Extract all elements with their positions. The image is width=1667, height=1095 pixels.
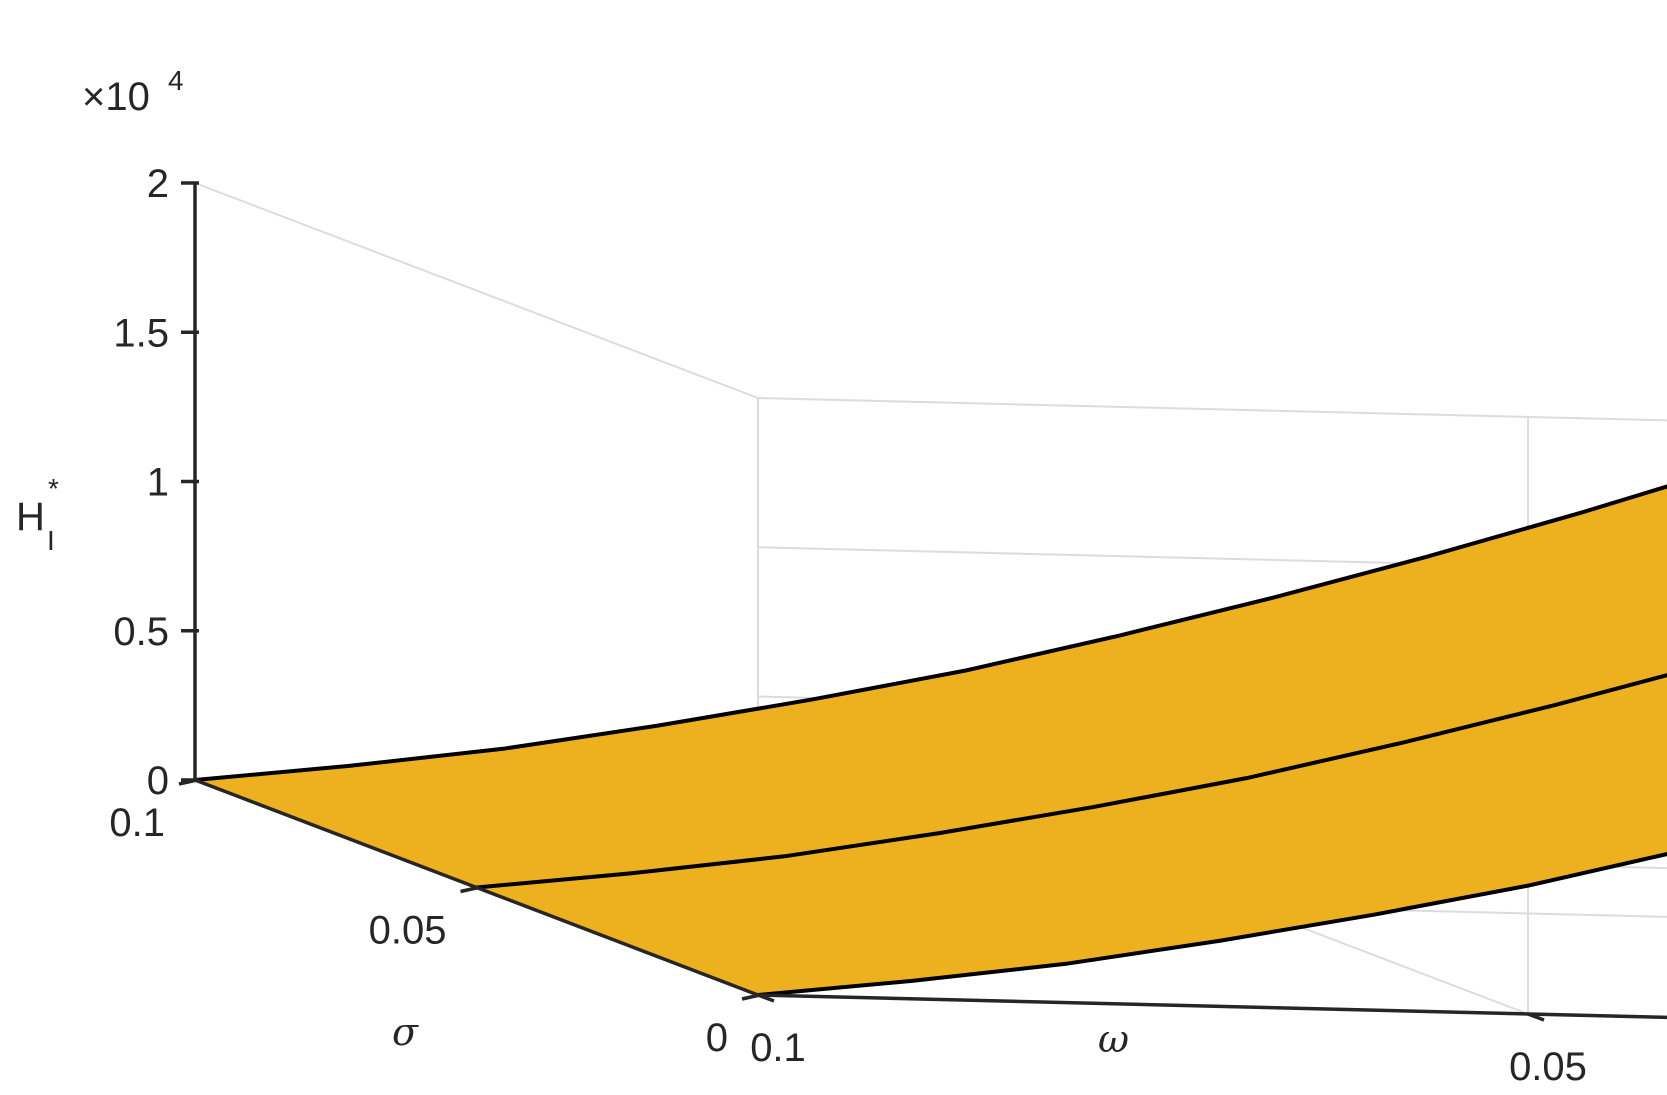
surface-mesh-line-sigma-0.05 bbox=[476, 673, 1667, 890]
surface-mesh-line-sigma-0 bbox=[757, 851, 1667, 997]
sigma-axis-label: σ bbox=[392, 1010, 419, 1054]
surface-mesh-line-sigma-0.1 bbox=[194, 484, 1667, 782]
z-tick-label: 2 bbox=[147, 162, 169, 206]
omega-tick bbox=[757, 993, 775, 1003]
grid-line-back-left-z bbox=[757, 397, 1667, 422]
sigma-tick bbox=[178, 778, 198, 786]
grid-line-top-edge bbox=[194, 182, 759, 399]
omega-tick-label: 0.05 bbox=[1509, 1045, 1587, 1089]
sigma-tick-label: 0.1 bbox=[109, 801, 165, 845]
surface-patch bbox=[195, 486, 1667, 995]
z-exponent-power: 4 bbox=[168, 65, 184, 96]
axes bbox=[178, 181, 1667, 1022]
surface-plot bbox=[194, 484, 1667, 997]
z-tick-label: 0.5 bbox=[113, 610, 169, 654]
z-axis-label-superscript: * bbox=[48, 473, 59, 504]
z-exponent-label: ×10 bbox=[82, 75, 150, 119]
z-tick-label: 1 bbox=[147, 461, 169, 505]
sigma-tick bbox=[741, 993, 761, 1001]
z-tick-label: 1.5 bbox=[113, 311, 169, 355]
z-axis-label: H bbox=[16, 495, 45, 539]
omega-tick bbox=[1527, 1012, 1545, 1022]
sigma-tick-label: 0 bbox=[706, 1016, 728, 1060]
sigma-tick bbox=[460, 885, 479, 894]
omega-tick-label: 0.1 bbox=[750, 1026, 806, 1070]
omega-axis-label: ω bbox=[1098, 1017, 1129, 1061]
sigma-tick-label: 0.05 bbox=[369, 909, 447, 953]
z-tick-label: 0 bbox=[147, 759, 169, 803]
z-axis-label-subscript: I bbox=[47, 525, 55, 556]
